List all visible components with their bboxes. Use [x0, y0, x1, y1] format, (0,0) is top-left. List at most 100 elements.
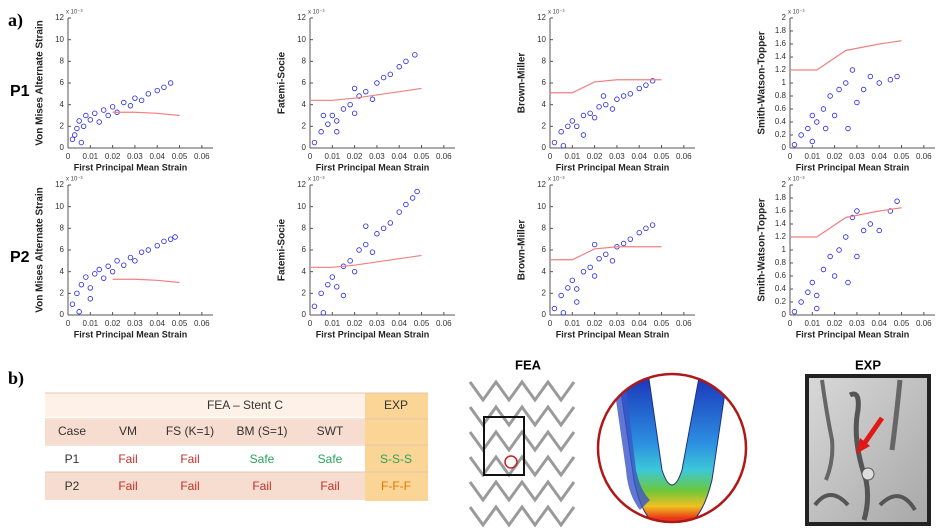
- y-tick-label: 0: [60, 143, 65, 152]
- y-tick-label: 6: [542, 245, 547, 254]
- x-tick-label: 0.03: [849, 319, 865, 328]
- panel-label: a): [8, 10, 23, 31]
- y-tick-label: 1.6: [775, 39, 787, 48]
- scatter-point: [340, 292, 347, 299]
- scatter-point: [78, 281, 85, 288]
- x-axis-label: First Principal Mean Strain: [556, 162, 670, 172]
- scatter-point: [894, 198, 900, 204]
- table-group-header: FEA – Stent C: [207, 398, 283, 412]
- y-tick-label: 1.6: [775, 206, 787, 215]
- y-tick-label: 0.8: [775, 91, 787, 100]
- x-tick-label: 0.06: [436, 319, 452, 328]
- scatter-point: [356, 247, 362, 253]
- scatter-point: [814, 119, 820, 125]
- scatter-point: [334, 118, 340, 124]
- y-tick-label: 12: [55, 180, 64, 189]
- scatter-point: [161, 238, 167, 245]
- y-tick-label: 4: [60, 100, 65, 109]
- scatter-point: [87, 285, 94, 291]
- scatter-point: [374, 231, 380, 237]
- y-multiplier: x 10⁻³: [308, 10, 325, 16]
- scatter-point: [311, 303, 318, 310]
- scatter-point: [121, 262, 127, 268]
- x-tick-label: 0.03: [369, 152, 385, 161]
- scatter-point: [603, 101, 609, 108]
- scatter-point: [814, 292, 820, 299]
- y-tick-label: 2: [782, 180, 787, 189]
- scatter-point: [558, 292, 564, 299]
- scatter-point: [320, 310, 327, 316]
- y-multiplier: x 10⁻³: [308, 177, 325, 183]
- y-tick-label: 1.2: [775, 232, 787, 241]
- scatter-point: [580, 268, 587, 275]
- scatter-point: [820, 266, 827, 273]
- x-tick-label: 0.04: [871, 319, 887, 328]
- limit-line: [550, 246, 662, 261]
- scatter-point: [636, 85, 642, 92]
- y-axis-label: Brown-Miller: [517, 53, 528, 114]
- scatter-point: [369, 249, 376, 255]
- scatter-point: [318, 129, 324, 135]
- y-tick-label: 2: [782, 13, 787, 22]
- y-tick-label: 12: [537, 180, 546, 189]
- y-tick-label: 2: [542, 121, 547, 130]
- y-tick-label: 1.2: [775, 65, 787, 74]
- scatter-point: [827, 253, 833, 260]
- x-tick-label: 0.03: [609, 319, 625, 328]
- scatter-point: [894, 73, 900, 80]
- scatter-point: [121, 99, 127, 106]
- scatter-point: [591, 241, 598, 248]
- x-tick-label: 0.05: [172, 319, 188, 328]
- y-tick-label: 0.4: [775, 117, 787, 126]
- y-tick-label: 0.4: [775, 284, 787, 293]
- x-axis-label: First Principal Mean Strain: [796, 329, 910, 339]
- scatter-point: [145, 91, 152, 97]
- x-tick-label: 0: [66, 319, 71, 328]
- stent-strut: [468, 454, 576, 478]
- x-tick-label: 0.04: [391, 152, 407, 161]
- scatter-point: [798, 132, 804, 138]
- scatter-point: [356, 93, 362, 99]
- table-cell: Safe: [250, 452, 275, 466]
- table-cell: Fail: [320, 479, 339, 493]
- scatter-point: [114, 258, 120, 264]
- scatter-point: [109, 104, 116, 110]
- y-tick-label: 12: [537, 13, 546, 22]
- scatter-point: [347, 258, 353, 264]
- table-header: BM (S=1): [236, 424, 287, 438]
- y-tick-label: 12: [55, 13, 64, 22]
- y-tick-label: 10: [297, 35, 306, 44]
- scatter-point: [627, 236, 634, 242]
- scatter-point: [329, 274, 336, 280]
- scatter-point: [83, 274, 89, 280]
- x-tick-label: 0.02: [587, 319, 603, 328]
- scatter-point: [614, 96, 620, 102]
- y-tick-label: 0: [782, 310, 787, 319]
- scatter-point: [876, 227, 882, 234]
- scatter-point: [574, 286, 580, 292]
- x-tick-label: 0.01: [83, 152, 99, 161]
- scatter-point: [320, 112, 327, 119]
- stent-strut: [468, 479, 576, 503]
- scatter-point: [387, 220, 394, 226]
- x-tick-label: 0.04: [149, 319, 165, 328]
- y-tick-label: 2: [302, 288, 307, 297]
- table-header-bg: [45, 393, 365, 417]
- scatter-point: [791, 309, 798, 315]
- scatter-point: [96, 266, 102, 273]
- scatter-point: [876, 80, 882, 86]
- y-tick-label: 0.2: [775, 297, 787, 306]
- scatter-point: [831, 112, 838, 119]
- x-tick-label: 0.06: [436, 152, 452, 161]
- scatter-point: [69, 136, 76, 143]
- scatter-point: [334, 129, 340, 135]
- limit-line: [112, 111, 180, 117]
- y-tick-label: 4: [60, 267, 65, 276]
- image-label: FEA: [515, 357, 542, 372]
- y-axis-label: Von Mises Alternate Strain: [35, 187, 46, 313]
- y-axis-label: Von Mises Alternate Strain: [35, 20, 46, 146]
- table-cell: P2: [65, 479, 80, 493]
- x-tick-label: 0.05: [172, 152, 188, 161]
- limit-line: [790, 40, 902, 71]
- scatter-point: [649, 222, 656, 228]
